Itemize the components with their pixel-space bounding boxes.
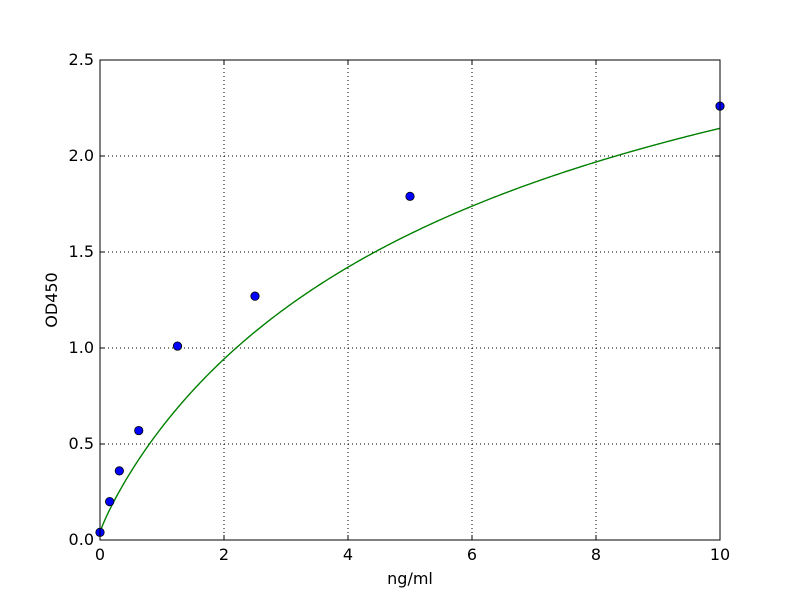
x-tick-label: 2 [219,545,229,564]
x-tick-label: 0 [95,545,105,564]
data-points-layer [95,101,725,537]
data-point [405,191,415,201]
data-point [134,425,144,436]
x-axis-label: ng/ml [387,569,433,588]
x-tick-label: 6 [467,545,477,564]
data-point [105,496,115,507]
ticks [99,59,721,541]
data-point [250,291,260,301]
data-point [114,466,124,476]
fit-curve-line [99,127,721,533]
fit-curve-layer [99,127,721,533]
y-tick-label: 2.0 [69,146,94,165]
x-tick-label: 10 [710,545,730,564]
x-tick-label: 8 [591,545,601,564]
y-tick-label: 2.5 [69,50,94,69]
y-tick-labels: 0.0 0.5 1.0 1.5 2.0 2.5 [69,50,94,549]
y-tick-label: 1.0 [69,338,94,357]
y-tick-label: 0.0 [69,530,94,549]
x-tick-label: 4 [343,545,353,564]
plot-frame [99,59,721,541]
x-tick-labels: 0 2 4 6 8 10 [95,545,730,564]
y-tick-label: 0.5 [69,434,94,453]
y-tick-label: 1.5 [69,242,94,261]
data-point [172,341,183,351]
y-axis-label: OD450 [42,272,61,327]
